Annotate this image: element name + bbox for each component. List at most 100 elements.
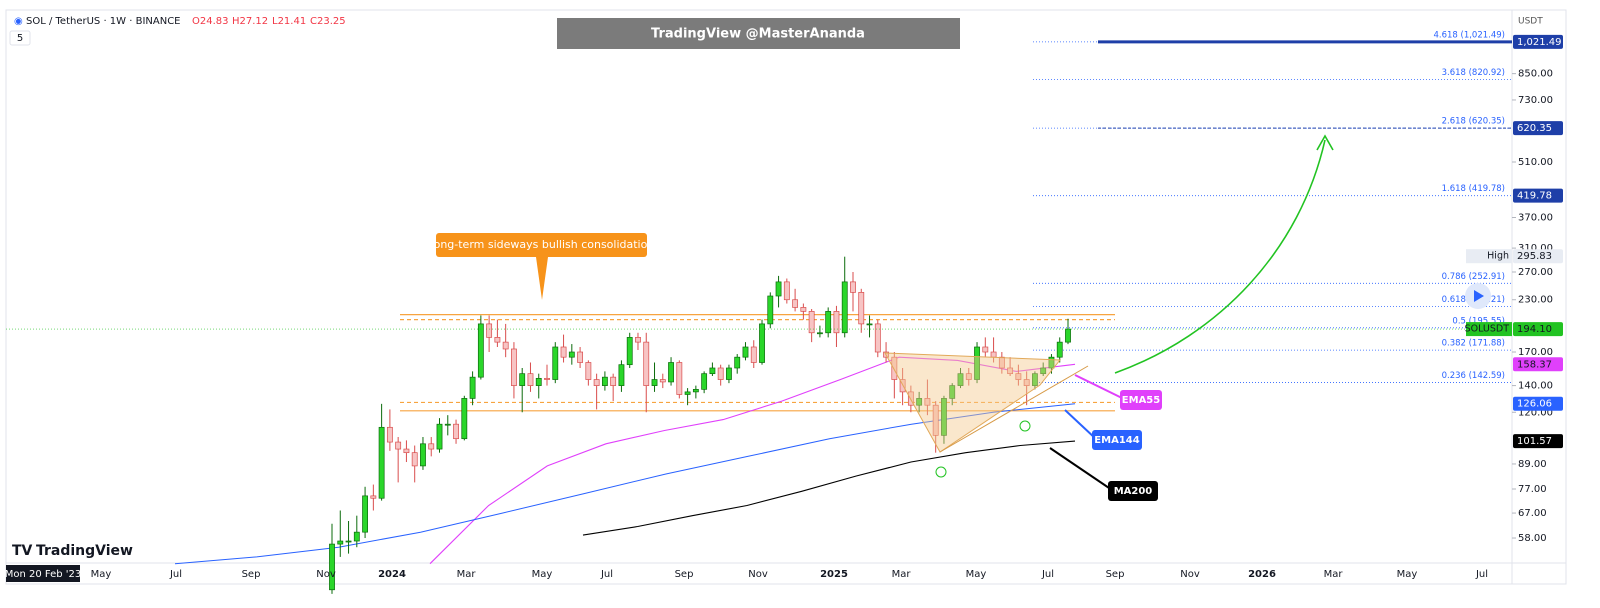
fib-label: 4.618 (1,021.49) <box>1433 30 1505 40</box>
y-tick-label: 270.00 <box>1518 267 1553 278</box>
candle-body <box>494 337 501 343</box>
price-badge <box>1513 396 1563 411</box>
candle-body <box>477 323 484 378</box>
candle-body <box>866 323 873 326</box>
y-tick-label: 730.00 <box>1518 95 1553 106</box>
candle-body <box>891 356 898 380</box>
candle-body <box>701 373 708 390</box>
watermark-box <box>557 18 960 49</box>
x-tick-label: Nov <box>316 569 336 580</box>
candle-body <box>800 307 807 312</box>
price-badge-label: 158.37 <box>1517 359 1552 370</box>
candle-body <box>651 379 658 386</box>
ma-label-box <box>1108 481 1158 501</box>
candle-body <box>626 337 633 366</box>
candle-body <box>775 281 782 297</box>
candle-body <box>932 404 939 436</box>
ma-label-box <box>1092 430 1142 450</box>
candle-body <box>808 311 815 334</box>
price-badge <box>1513 434 1563 449</box>
x-tick-label: Nov <box>1180 569 1200 580</box>
ma-line <box>582 440 1076 536</box>
candle-body <box>957 373 964 386</box>
candle-body <box>329 543 335 591</box>
candle-body <box>535 377 542 386</box>
candle-body <box>990 351 997 358</box>
price-tag-box <box>1466 322 1512 337</box>
x-tick-label: Mon 20 Feb '23 <box>5 569 82 580</box>
trend-line <box>939 365 1089 453</box>
ma-label-box <box>1120 390 1162 410</box>
price-badge <box>1513 121 1563 136</box>
x-tick-label: 2024 <box>378 569 406 580</box>
symbol: SOL / TetherUS · 1W · BINANCE <box>26 16 181 27</box>
price-badge <box>1513 249 1563 264</box>
play-icon[interactable] <box>1474 290 1484 302</box>
candle-body <box>544 377 550 380</box>
candle-body <box>841 281 848 334</box>
symbol-icon: ◉ <box>14 16 23 27</box>
triangle <box>884 352 1062 453</box>
candle-body <box>684 391 691 395</box>
candle-body <box>1048 356 1055 369</box>
candle-body <box>502 341 509 350</box>
ma-line <box>429 356 1076 565</box>
candle-body <box>907 391 914 406</box>
price-badge-label: 194.10 <box>1517 324 1552 335</box>
ohlc-value: O24.83 <box>192 16 229 27</box>
x-tick-label: Jul <box>1475 569 1488 580</box>
candle-body <box>486 323 493 338</box>
candle-body <box>1015 373 1022 380</box>
price-badge-label: 419.78 <box>1517 191 1552 202</box>
x-tick-label: 2025 <box>820 569 848 580</box>
price-tag-box <box>1466 249 1512 264</box>
x-tick-label: Mar <box>1324 569 1344 580</box>
candle-body <box>816 332 823 335</box>
candle-body <box>1007 367 1014 375</box>
candle-body <box>428 443 435 450</box>
x-tick-label: May <box>532 569 553 580</box>
annotation-pointer <box>536 257 548 300</box>
ma-pointer <box>1064 409 1097 440</box>
candle-body <box>965 373 972 380</box>
x-tick-label: Jul <box>600 569 613 580</box>
candle-body <box>1065 328 1071 343</box>
x-tick-label: May <box>91 569 112 580</box>
ma-label: EMA144 <box>1094 435 1139 446</box>
price-badge-label: 295.83 <box>1517 251 1552 262</box>
candle-body <box>395 441 402 450</box>
y-tick-label: 140.00 <box>1518 381 1553 392</box>
price-badge <box>1513 322 1563 337</box>
candle-body <box>337 540 344 545</box>
fib-label: 0.5 (195.55) <box>1452 316 1505 326</box>
candle-body <box>916 398 923 406</box>
x-tick-label: Mar <box>457 569 477 580</box>
candle-body <box>850 281 856 293</box>
candle-body <box>1032 373 1038 386</box>
candle-body <box>618 364 625 386</box>
ohlc-value: C23.25 <box>310 16 346 27</box>
price-tag: SOLUSDT <box>1465 324 1510 335</box>
candle-body <box>668 362 674 383</box>
y-tick-label: 170.00 <box>1518 347 1553 358</box>
candle-body <box>783 281 790 301</box>
currency: USDT <box>1518 17 1543 27</box>
candle-body <box>692 388 699 393</box>
fib-label: 0.236 (142.59) <box>1442 371 1505 381</box>
price-badge <box>1513 357 1563 372</box>
candle-body <box>444 423 451 426</box>
fib-label: 2.618 (620.35) <box>1442 117 1505 127</box>
x-tick-label: 2026 <box>1248 569 1276 580</box>
candle-body <box>601 376 608 386</box>
ohlc-value: L21.41 <box>272 16 306 27</box>
x-tick-label: May <box>1397 569 1418 580</box>
candle-body <box>759 323 765 363</box>
candle-body <box>874 323 881 353</box>
candle-body <box>734 356 741 369</box>
candle-body <box>469 376 476 399</box>
candle-body <box>1040 367 1047 375</box>
candle-body <box>353 531 360 542</box>
candle-body <box>659 379 666 383</box>
candle-body <box>676 362 683 395</box>
